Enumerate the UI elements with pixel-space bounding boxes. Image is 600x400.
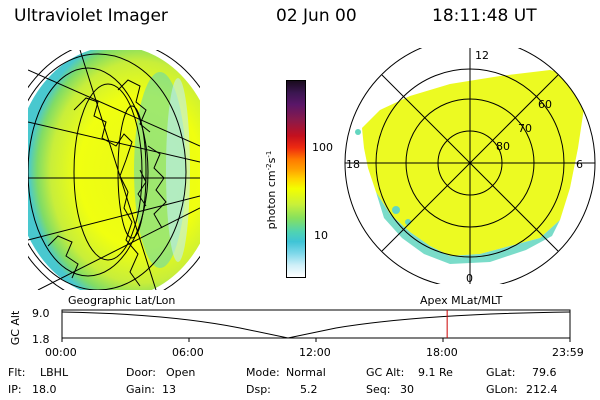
ip-label: IP: <box>8 383 22 396</box>
glat-label: GLat: <box>486 366 516 379</box>
mlt-label-18: 18 <box>346 158 360 171</box>
dsp-label: Dsp: <box>246 383 271 396</box>
seq-value: 30 <box>400 383 414 396</box>
observation-date: 02 Jun 00 <box>276 6 357 26</box>
colorbar-tick-10: 10 <box>314 229 328 242</box>
glon-value: 212.4 <box>526 383 558 396</box>
svg-text:photon cm-2s-1: photon cm-2s-1 <box>265 151 278 230</box>
glat-value: 79.6 <box>532 366 557 379</box>
seq-label: Seq: <box>366 383 391 396</box>
instrument-title: Ultraviolet Imager <box>14 6 168 26</box>
door-value: Open <box>166 366 196 379</box>
lat-label-80: 80 <box>496 140 510 153</box>
colorbar <box>286 80 306 278</box>
altitude-xticks <box>61 338 571 342</box>
mlt-label-6: 6 <box>576 158 583 171</box>
lat-lon-grid <box>28 50 200 290</box>
altitude-plot: GC Alt 9.0 1.8 <box>9 307 571 346</box>
gain-value: 13 <box>162 383 176 396</box>
mode-label: Mode: <box>246 366 280 379</box>
geographic-image <box>28 50 200 290</box>
mode-value: Normal <box>286 366 326 379</box>
dsp-value: 5.2 <box>300 383 318 396</box>
filter-value: LBHL <box>40 366 69 379</box>
door-label: Door: <box>126 366 156 379</box>
mlt-label-0: 0 <box>466 272 473 284</box>
gain-label: Gain: <box>126 383 155 396</box>
gcalt-value: 9.1 Re <box>418 366 453 379</box>
xtick-0600: 06:00 <box>172 346 204 359</box>
xtick-2359: 23:59 <box>552 346 584 359</box>
filter-label: Flt: <box>8 366 26 379</box>
lat-label-60: 60 <box>538 98 552 111</box>
polar-mlat-mlt-plot: 12 18 6 0 60 70 80 <box>344 48 596 284</box>
observation-time: 18:11:48 UT <box>432 6 537 26</box>
glon-label: GLon: <box>486 383 518 396</box>
mlt-label-12: 12 <box>475 49 489 62</box>
xtick-1800: 18:00 <box>426 346 458 359</box>
xtick-1200: 12:00 <box>299 346 331 359</box>
altitude-ytick-9: 9.0 <box>32 307 50 320</box>
altitude-curve <box>61 311 571 339</box>
ip-value: 18.0 <box>32 383 57 396</box>
lat-label-70: 70 <box>518 122 532 135</box>
altitude-ylabel: GC Alt <box>9 310 22 345</box>
coastline-outlines <box>47 79 167 287</box>
colorbar-tick-100: 100 <box>312 141 333 154</box>
xtick-0000: 00:00 <box>45 346 77 359</box>
gcalt-label: GC Alt: <box>366 366 405 379</box>
altitude-ytick-1.8: 1.8 <box>32 333 50 346</box>
geographic-label: Geographic Lat/Lon <box>68 294 176 307</box>
colorbar-unit-label: photon cm-2s-1 <box>265 151 278 230</box>
polar-grid <box>344 48 596 284</box>
apex-label: Apex MLat/MLT <box>420 294 503 307</box>
